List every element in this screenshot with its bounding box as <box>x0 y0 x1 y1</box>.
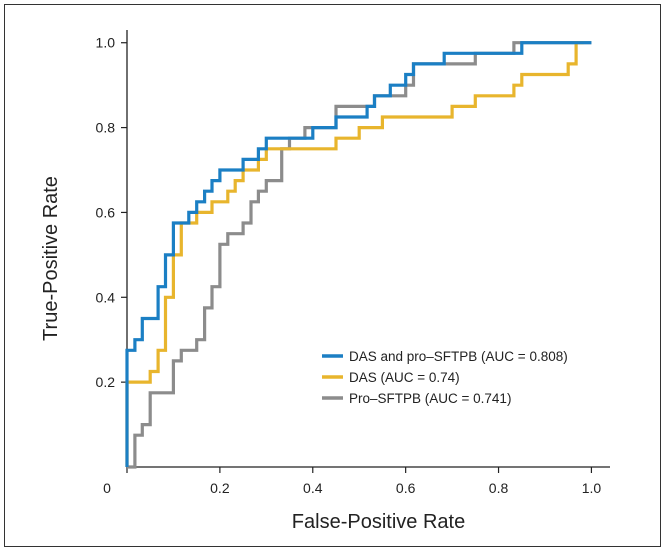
series-layer <box>125 41 592 469</box>
y-tick-label: 0.2 <box>96 374 116 390</box>
y-tick-label: 0.8 <box>96 120 116 136</box>
x-tick-label: 1.0 <box>582 480 602 496</box>
figure-frame <box>4 4 661 547</box>
x-tick-label: 0 <box>103 480 111 496</box>
y-tick-label: 0.6 <box>96 204 116 220</box>
roc-curve-series-3 <box>127 41 592 469</box>
x-tick-label: 0.4 <box>303 480 323 496</box>
x-tick-label: 0.6 <box>396 480 416 496</box>
legend-label: DAS and pro–SFTPB (AUC = 0.808) <box>349 349 568 364</box>
legend-label: Pro–SFTPB (AUC = 0.741) <box>349 391 511 406</box>
legend-label: DAS (AUC = 0.74) <box>349 370 460 385</box>
x-axis-title: False-Positive Rate <box>292 511 465 533</box>
legend: DAS and pro–SFTPB (AUC = 0.808) DAS (AUC … <box>322 349 568 406</box>
roc-curve-series-1 <box>125 41 592 467</box>
y-tick-label: 0.4 <box>96 289 116 305</box>
y-ticks: 0.2 0.4 0.6 0.8 1.0 <box>96 35 127 390</box>
y-tick-label: 1.0 <box>96 35 116 51</box>
x-ticks: 0 0.2 0.4 0.6 0.8 1.0 <box>103 467 601 496</box>
y-axis-title: True-Positive Rate <box>40 176 62 341</box>
roc-curve-series-2 <box>125 41 584 467</box>
x-tick-label: 0.2 <box>210 480 230 496</box>
x-tick-label: 0.8 <box>489 480 509 496</box>
